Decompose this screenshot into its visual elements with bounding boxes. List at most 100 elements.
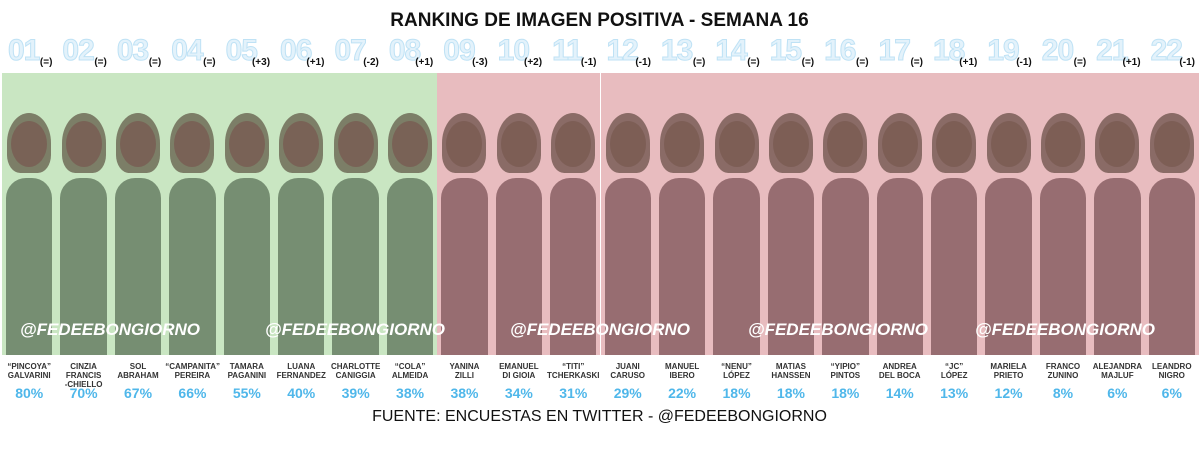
- name-line: HANSSEN: [771, 371, 811, 380]
- photo: [1035, 73, 1091, 355]
- silhouette-body: [658, 178, 706, 355]
- silhouette-head: [990, 121, 1027, 167]
- photo: [2, 73, 57, 355]
- percentage: 18%: [776, 385, 805, 401]
- rank-change: (-2): [363, 57, 379, 68]
- name-line: “TITI”: [562, 362, 585, 371]
- photo: [709, 73, 764, 355]
- name-line: PEREIRA: [174, 371, 211, 380]
- rank-change: (=): [39, 57, 53, 68]
- rank-change: (=): [203, 57, 216, 68]
- entry: 14 (=) “NENU” LÓPEZ 18%: [709, 0, 764, 453]
- silhouette-head: [881, 121, 918, 167]
- rank-number: 06: [280, 34, 313, 68]
- photo: [654, 73, 710, 355]
- name-line: ZUNINO: [1047, 371, 1079, 380]
- photo: [818, 73, 873, 355]
- silhouette-head: [500, 121, 537, 167]
- rank-change: (=): [692, 57, 706, 68]
- silhouette-body: [822, 178, 869, 355]
- name-line: ZILLI: [454, 371, 475, 380]
- silhouette-body: [985, 178, 1032, 355]
- silhouette-head: [337, 121, 374, 167]
- name-line: “YIPIO”: [830, 362, 860, 371]
- rank-change: (=): [747, 57, 760, 68]
- silhouette-body: [713, 178, 760, 355]
- silhouette-body: [1039, 178, 1087, 355]
- silhouette-body: [223, 178, 271, 355]
- name-line: SOL: [129, 362, 147, 371]
- entry: 21 (+1) ALEJANDRA MAJLUF 6%: [1090, 0, 1145, 453]
- rank-change: (=): [801, 57, 815, 68]
- person-name: MATIAS HANSSEN: [764, 362, 818, 380]
- silhouette-head: [228, 121, 265, 167]
- photo: [437, 73, 492, 355]
- silhouette-head: [936, 121, 973, 167]
- entry: 17 (=) ANDREA DEL BOCA 14%: [872, 0, 927, 453]
- rank-change: (+1): [306, 57, 325, 68]
- name-line: FRANCIS: [65, 371, 102, 380]
- photo: [491, 73, 547, 355]
- person-name: “JC” LÓPEZ: [927, 362, 981, 380]
- photo: [763, 73, 819, 355]
- photo: [926, 73, 982, 355]
- name-line: FERNANDEZ: [276, 371, 326, 380]
- rank-number: 17: [878, 34, 911, 68]
- person-name: “COLA” ALMEIDA: [383, 362, 437, 380]
- title: RANKING DE IMAGEN POSITIVA - SEMANA 16: [390, 10, 809, 31]
- entry: 22 (-1) LEANDRO NIGRO 6%: [1144, 0, 1199, 453]
- percentage: 12%: [994, 385, 1023, 401]
- name-line: NIGRO: [1158, 371, 1185, 380]
- entry: 07 (-2) CHARLOTTE CANIGGIA 39%: [328, 0, 383, 453]
- percentage: 38%: [396, 385, 425, 401]
- name-line: ABRAHAM: [117, 371, 159, 380]
- rank-change: (-3): [472, 57, 488, 68]
- name-line: YANINA: [449, 362, 480, 371]
- rank-number: 08: [388, 34, 421, 68]
- percentage: 66%: [178, 385, 207, 401]
- name-line: LÓPEZ: [940, 371, 968, 380]
- silhouette-body: [114, 178, 162, 355]
- silhouette-head: [120, 121, 157, 167]
- name-line: DI GIOIA: [502, 371, 536, 380]
- silhouette-body: [332, 178, 379, 355]
- percentage: 40%: [287, 385, 316, 401]
- name-line: LUANA: [287, 362, 316, 371]
- entry: 06 (+1) LUANA FERNANDEZ 40%: [274, 0, 329, 453]
- name-line: MAJLUF: [1101, 371, 1134, 380]
- rank-change: (+1): [959, 57, 978, 68]
- rank-number: 04: [171, 34, 204, 68]
- entry: 10 (+2) EMANUEL DI GIOIA 34%: [491, 0, 547, 453]
- photo: [56, 73, 111, 355]
- person-name: MANUEL IBERO: [655, 362, 709, 380]
- person-name: MARIELA PRIETO: [981, 362, 1035, 380]
- rank-number: 01: [7, 34, 40, 68]
- silhouette-head: [283, 121, 320, 167]
- silhouette-head: [718, 121, 755, 167]
- person-name: TAMARA PAGANINI: [220, 362, 274, 380]
- watermark: @FEDEEBONGIORNO: [265, 320, 445, 339]
- percentage: 13%: [940, 385, 969, 401]
- name-line: ANDREA: [882, 362, 917, 371]
- person-name: LUANA FERNANDEZ: [274, 362, 328, 380]
- name-line: -CHIELLO: [64, 380, 103, 389]
- rank-number: 18: [932, 34, 965, 68]
- name-line: “CAMPANITA”: [165, 362, 221, 371]
- entry: 01 (=) “PINCOYA” GALVARINI 80%: [2, 0, 57, 453]
- person-name: ANDREA DEL BOCA: [873, 362, 927, 380]
- name-line: FRANCO: [1045, 362, 1081, 371]
- entry: 15 (=) MATIAS HANSSEN 18%: [763, 0, 819, 453]
- silhouette-body: [495, 178, 543, 355]
- photo: [274, 73, 329, 355]
- name-line: LÓPEZ: [723, 371, 750, 380]
- entry: 12 (-1) JUANI CARUSO 29%: [600, 0, 655, 453]
- name-line: “COLA”: [394, 362, 426, 371]
- percentage: 80%: [15, 385, 44, 401]
- percentage: 8%: [1052, 385, 1074, 401]
- percentage: 22%: [668, 385, 697, 401]
- percentage: 18%: [831, 385, 860, 401]
- rank-number: 12: [606, 34, 639, 68]
- person-name: ALEJANDRA MAJLUF: [1090, 362, 1144, 380]
- name-line: “PINCOYA”: [7, 362, 52, 371]
- person-name: “NENU” LÓPEZ: [709, 362, 763, 380]
